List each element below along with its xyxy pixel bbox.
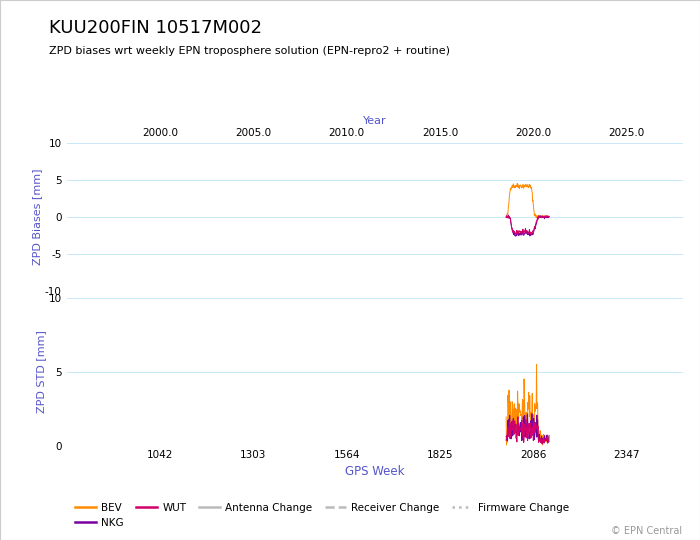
Text: KUU200FIN 10517M002: KUU200FIN 10517M002 [49,19,262,37]
Text: ZPD biases wrt weekly EPN troposphere solution (EPN-repro2 + routine): ZPD biases wrt weekly EPN troposphere so… [49,46,450,56]
Text: © EPN Central: © EPN Central [611,525,682,536]
X-axis label: Year: Year [363,116,386,126]
Y-axis label: ZPD STD [mm]: ZPD STD [mm] [36,330,46,413]
X-axis label: GPS Week: GPS Week [344,464,405,477]
Y-axis label: ZPD Biases [mm]: ZPD Biases [mm] [32,168,42,265]
Legend: BEV, NKG, WUT, Antenna Change, Receiver Change, Firmware Change: BEV, NKG, WUT, Antenna Change, Receiver … [71,498,573,532]
